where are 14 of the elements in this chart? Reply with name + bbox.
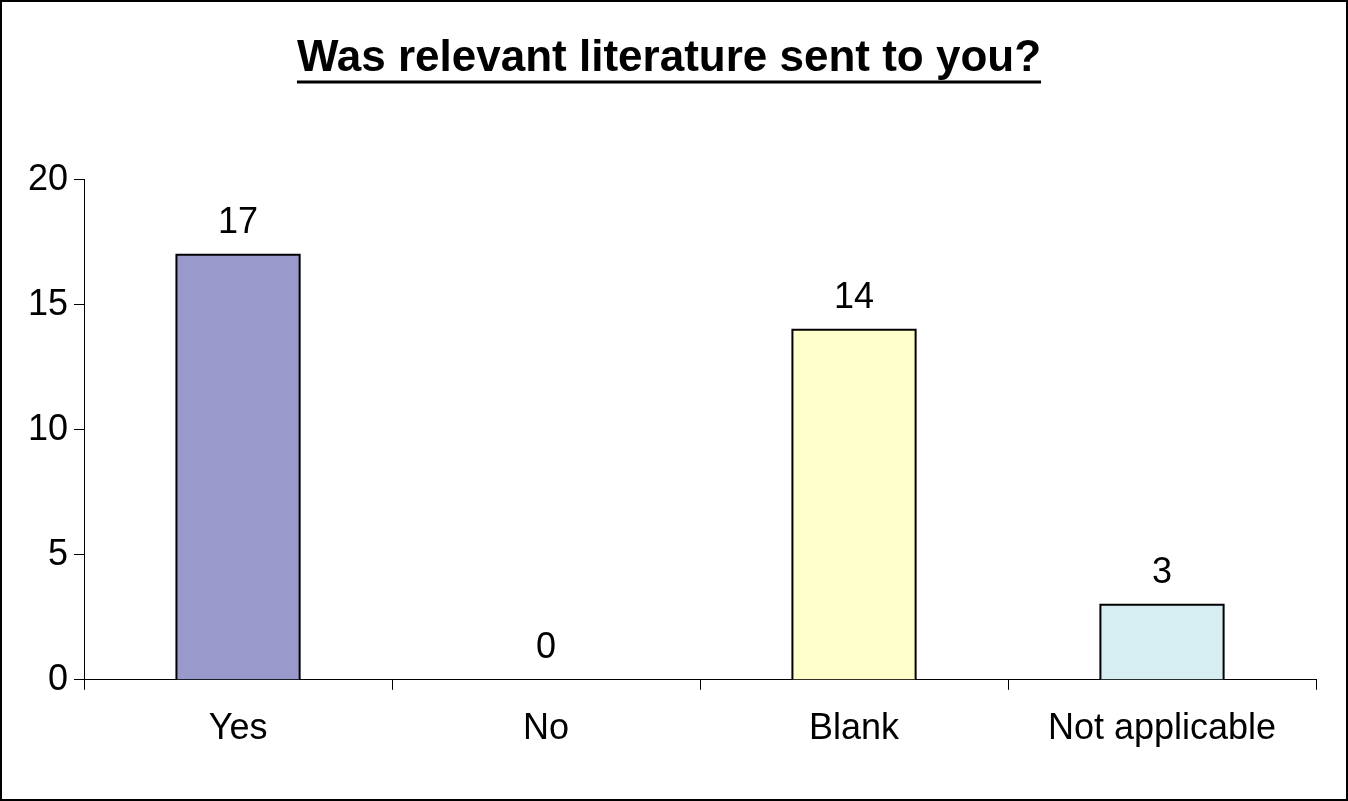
y-tick-label: 20 [28,156,69,198]
data-label: 0 [536,624,557,666]
chart-title: Was relevant literature sent to you? [296,30,1042,80]
x-tick-label: No [523,706,570,748]
x-tick-label: Not applicable [1047,706,1277,748]
y-tick-label: 5 [48,531,69,573]
data-label: 14 [833,274,875,316]
x-tick-label: Blank [808,706,901,748]
y-tick-label: 15 [28,281,69,323]
data-label: 3 [1151,549,1173,591]
data-label: 17 [218,199,259,241]
y-tick-label: 10 [28,406,69,448]
x-tick-label: Yes [208,706,268,748]
y-tick-label: 0 [48,656,69,698]
